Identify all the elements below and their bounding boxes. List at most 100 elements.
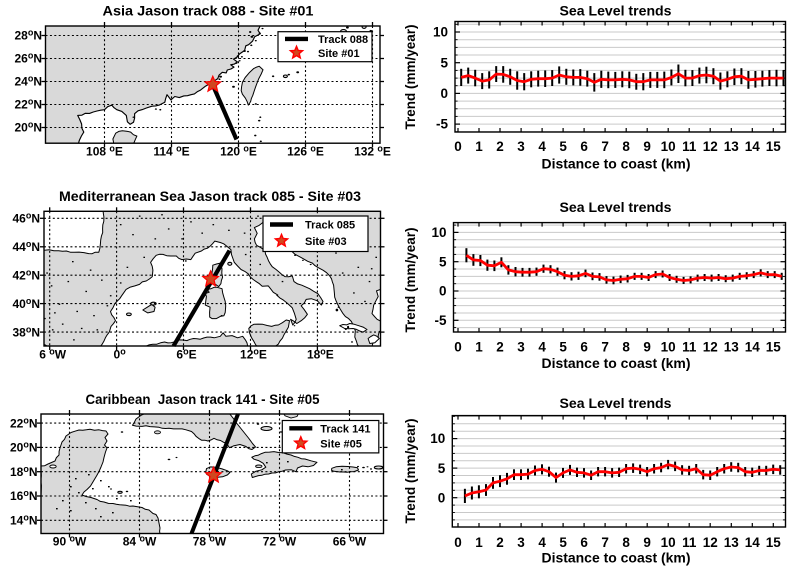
svg-text:Site #05: Site #05 [320,438,362,450]
svg-text:13: 13 [724,535,740,550]
svg-text:1: 1 [475,139,483,154]
svg-text:9: 9 [643,535,651,550]
svg-text:26oN: 26oN [14,51,42,66]
svg-text:15: 15 [766,535,782,550]
svg-text:7: 7 [601,340,609,355]
svg-text:84 oW: 84 oW [123,534,157,549]
svg-text:3: 3 [517,535,525,550]
svg-text:8: 8 [622,535,630,550]
svg-text:6oE: 6oE [176,347,196,362]
svg-text:8: 8 [622,340,630,355]
svg-text:18oE: 18oE [307,347,334,362]
svg-text:22oN: 22oN [14,97,42,112]
svg-text:5: 5 [559,535,567,550]
svg-text:1: 1 [475,340,483,355]
svg-text:11: 11 [682,340,697,355]
svg-text:Distance to coast (km): Distance to coast (km) [542,355,691,371]
svg-text:Sea Level trends: Sea Level trends [560,395,672,411]
svg-text:2: 2 [496,139,504,154]
svg-text:5: 5 [559,340,567,355]
svg-text:78 oW: 78 oW [193,534,227,549]
svg-text:13: 13 [724,139,740,154]
svg-text:0: 0 [454,139,462,154]
svg-text:-5: -5 [436,117,448,132]
svg-text:Site #01: Site #01 [318,48,360,60]
svg-text:16oN: 16oN [10,488,38,503]
svg-text:0: 0 [439,284,447,299]
svg-text:1: 1 [475,535,483,550]
svg-text:24oN: 24oN [14,74,42,89]
svg-text:8: 8 [622,139,630,154]
svg-text:0: 0 [440,86,448,101]
svg-text:14: 14 [745,139,761,154]
svg-text:44oN: 44oN [12,239,40,254]
svg-text:10: 10 [430,431,445,446]
svg-text:132 oE: 132 oE [354,144,391,159]
svg-text:3: 3 [517,139,525,154]
svg-text:42oN: 42oN [12,267,40,282]
svg-text:6: 6 [580,535,588,550]
svg-text:20oN: 20oN [14,120,42,135]
svg-text:3: 3 [517,340,525,355]
svg-text:-5: -5 [434,313,446,328]
svg-text:Sea Level trends: Sea Level trends [560,199,672,215]
svg-text:Trend (mm/year): Trend (mm/year) [402,25,418,130]
svg-text:0: 0 [454,340,462,355]
svg-text:Mediterranean Sea Jason track: Mediterranean Sea Jason track 085 - Site… [59,188,361,204]
svg-text:4: 4 [538,139,546,154]
svg-text:Trend (mm/year): Trend (mm/year) [402,228,418,333]
svg-text:Track 088: Track 088 [318,34,368,46]
svg-text:13: 13 [724,340,740,355]
svg-text:2: 2 [496,340,504,355]
svg-text:Track 085: Track 085 [305,220,355,232]
svg-text:9: 9 [643,340,651,355]
svg-text:22oN: 22oN [10,415,38,430]
svg-text:38oN: 38oN [12,324,40,339]
svg-text:0: 0 [454,535,462,550]
svg-text:72 oW: 72 oW [263,534,297,549]
svg-text:10: 10 [661,535,676,550]
svg-text:15: 15 [766,340,782,355]
svg-text:4: 4 [538,340,546,355]
svg-text:Caribbean Jason track 141 - S: Caribbean Jason track 141 - Site #05 [86,391,320,407]
svg-text:Distance to coast (km): Distance to coast (km) [542,550,691,566]
svg-text:6 oW: 6 oW [39,347,67,362]
svg-text:126 oE: 126 oE [287,144,324,159]
svg-text:5: 5 [439,254,447,269]
svg-text:120 oE: 120 oE [220,144,257,159]
svg-text:10: 10 [661,340,676,355]
svg-text:10: 10 [433,25,448,40]
svg-text:66 oW: 66 oW [333,534,367,549]
svg-text:7: 7 [601,535,609,550]
svg-text:Distance to coast (km): Distance to coast (km) [542,156,691,172]
svg-text:90 oW: 90 oW [53,534,87,549]
svg-text:46oN: 46oN [12,211,40,226]
svg-text:0: 0 [438,490,446,505]
svg-text:14: 14 [745,340,761,355]
svg-text:114 oE: 114 oE [153,144,189,159]
svg-text:7: 7 [601,139,609,154]
svg-text:Trend (mm/year): Trend (mm/year) [402,419,418,524]
svg-text:Site #03: Site #03 [305,236,347,248]
svg-text:20oN: 20oN [10,440,38,455]
svg-text:108 oE: 108 oE [86,144,123,159]
svg-text:2: 2 [496,535,504,550]
svg-text:Sea Level trends: Sea Level trends [560,2,672,18]
svg-text:9: 9 [643,139,651,154]
svg-text:12: 12 [703,139,718,154]
svg-text:12oE: 12oE [240,347,267,362]
svg-text:Track 141: Track 141 [320,423,370,435]
svg-text:10: 10 [431,225,446,240]
svg-text:12: 12 [703,535,718,550]
svg-text:11: 11 [682,139,697,154]
svg-text:12: 12 [703,340,718,355]
svg-text:28oN: 28oN [14,28,42,43]
svg-text:40oN: 40oN [12,296,40,311]
svg-text:18oN: 18oN [10,464,38,479]
svg-text:11: 11 [682,535,697,550]
svg-text:6: 6 [580,139,588,154]
svg-text:5: 5 [559,139,567,154]
svg-text:5: 5 [438,461,446,476]
svg-text:4: 4 [538,535,546,550]
svg-text:Asia Jason track 088 - Site #0: Asia Jason track 088 - Site #01 [103,3,314,19]
